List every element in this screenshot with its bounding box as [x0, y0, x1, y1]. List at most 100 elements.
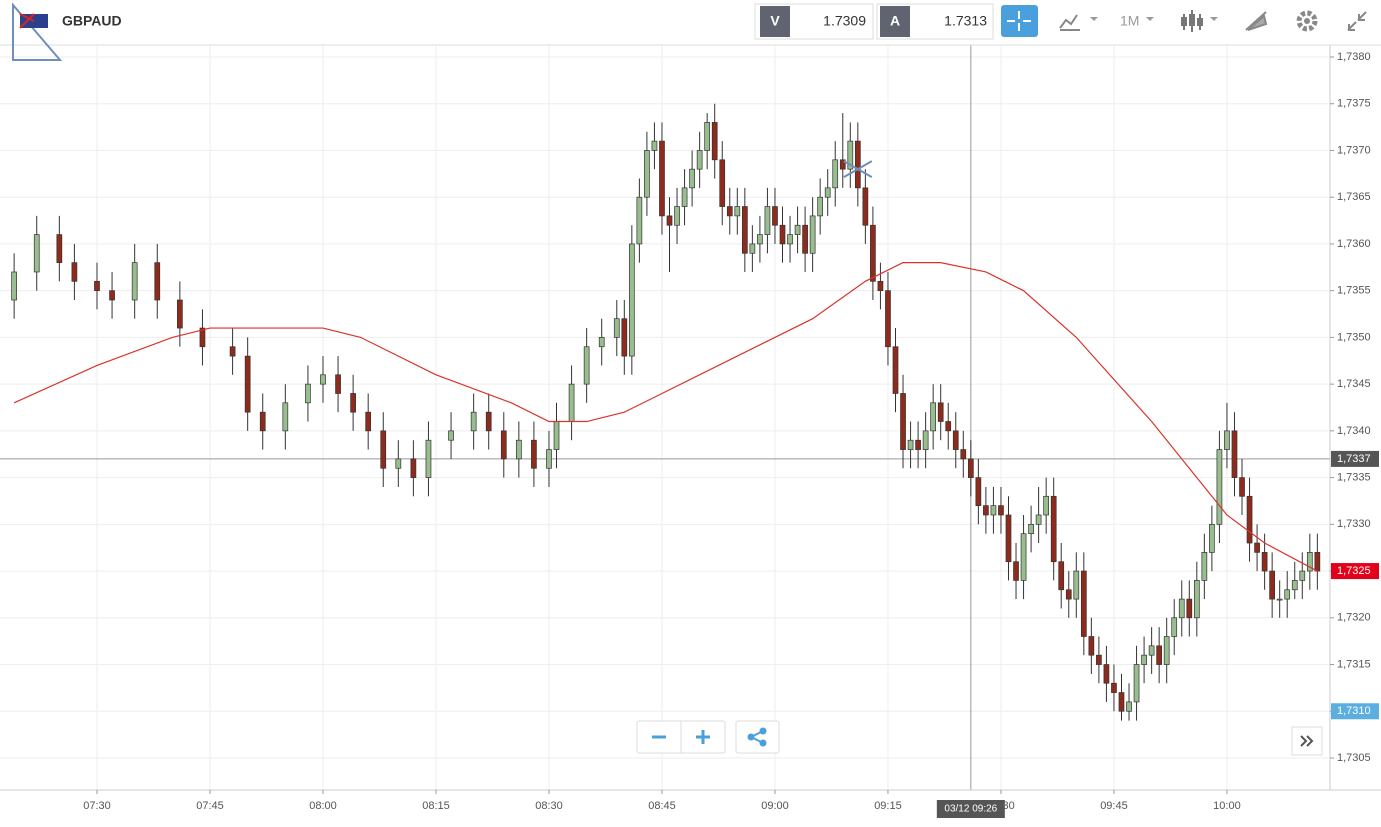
candle-body [500, 430, 507, 460]
timeframe[interactable]: 1M [1120, 13, 1139, 29]
candle-body [839, 159, 846, 170]
candle-body [960, 449, 967, 460]
candle-body [666, 215, 673, 226]
y-tick-label: 1,7315 [1337, 658, 1371, 670]
candle-body [1216, 449, 1223, 525]
candle-body [787, 234, 793, 245]
buy-tag[interactable] [880, 6, 910, 37]
candle-body [1261, 552, 1268, 572]
candle-body [930, 402, 937, 432]
candle-icon-body [1189, 14, 1195, 26]
candle-body [448, 430, 454, 441]
zoom-icons[interactable] [652, 730, 710, 744]
price-tag [1331, 563, 1379, 580]
candle-body [470, 411, 477, 432]
candle-body [651, 140, 658, 151]
candle-body [1171, 617, 1178, 637]
price-tag [1331, 450, 1379, 467]
candle-body [704, 122, 711, 151]
share-button[interactable] [735, 720, 780, 754]
dropdown[interactable] [1210, 17, 1218, 21]
y-tick-label: 1,7340 [1337, 425, 1371, 437]
indicator-icon[interactable] [1059, 14, 1080, 31]
draw-icon[interactable] [1245, 11, 1268, 31]
candle-body [621, 318, 628, 357]
candle-body [636, 196, 643, 245]
crosshair-button[interactable] [1001, 5, 1038, 37]
price-tag-label: 1,7325 [1337, 565, 1371, 577]
candle-body [741, 206, 748, 254]
buy-price[interactable]: 1.7313 [944, 13, 987, 29]
candle-body [877, 280, 884, 292]
candle-body [568, 383, 575, 422]
candle-body [832, 159, 839, 189]
candle-body [350, 393, 356, 413]
buy-label[interactable]: A [890, 13, 900, 29]
candle-body [553, 421, 560, 450]
candle-body [1269, 570, 1275, 600]
candle-body [990, 505, 997, 516]
y-tick-label: 1,7305 [1337, 752, 1371, 764]
candle-body [757, 234, 763, 245]
x-tick-label: 08:00 [309, 800, 337, 812]
candle-body [892, 346, 899, 394]
y-tick-label: 1,7330 [1337, 518, 1371, 530]
candle-body [764, 206, 771, 235]
moving-average [13, 262, 1318, 572]
candle-body [719, 159, 726, 207]
candle-body [1013, 561, 1019, 581]
candle-body [1088, 636, 1095, 656]
sell-label[interactable]: V [770, 13, 780, 29]
sell-tag[interactable] [760, 6, 790, 37]
settings-icon-center [1304, 18, 1310, 24]
candle-body [1126, 701, 1132, 712]
crosshair-icon [1007, 11, 1031, 31]
share-dot [747, 733, 755, 741]
candle-body [1163, 636, 1170, 665]
candle-body [734, 206, 741, 217]
candle-icon-body [1181, 17, 1187, 26]
x-tick-label: 09:00 [761, 800, 789, 812]
x-tick-label: 07:45 [196, 800, 224, 812]
collapse-icon[interactable] [1347, 11, 1367, 31]
candle-body [1080, 570, 1087, 637]
candle-body [1193, 580, 1200, 619]
candle-body [726, 206, 733, 217]
candle-body [1073, 570, 1080, 600]
candle-body [967, 458, 974, 478]
dropdown[interactable] [1146, 17, 1154, 21]
candle-body [410, 458, 417, 478]
candle-body [915, 439, 921, 450]
candle-body [1186, 598, 1193, 619]
toolbar [0, 0, 1381, 45]
candle-body [847, 140, 854, 170]
x-tick-label: 07:30 [83, 800, 111, 812]
candle-body [937, 402, 944, 422]
y-tick-label: 1,7360 [1337, 238, 1371, 250]
flag-cross [19, 13, 35, 29]
candle-body [794, 224, 801, 235]
candle-body [817, 196, 824, 217]
candle-body [1118, 692, 1125, 712]
candle-body [546, 449, 552, 469]
candle-body [229, 346, 236, 357]
candle-body [1299, 570, 1306, 581]
candle-body [681, 187, 688, 207]
symbol: GBPAUD [62, 13, 122, 29]
candle-body [177, 299, 183, 329]
candle-body [1058, 561, 1065, 591]
candle-body [583, 346, 590, 385]
candle-body [1111, 682, 1117, 693]
x-tick-label: 09:15 [874, 800, 902, 812]
y-tick-label: 1,7345 [1337, 378, 1371, 390]
candle-body [199, 327, 206, 348]
dropdown[interactable] [1090, 17, 1098, 21]
candle-body [380, 430, 387, 469]
candle-body [689, 168, 695, 189]
candle-body [870, 224, 876, 282]
settings-icon[interactable] [1296, 10, 1318, 32]
candle-body [71, 262, 78, 282]
sell-price[interactable]: 1.7309 [823, 13, 866, 29]
